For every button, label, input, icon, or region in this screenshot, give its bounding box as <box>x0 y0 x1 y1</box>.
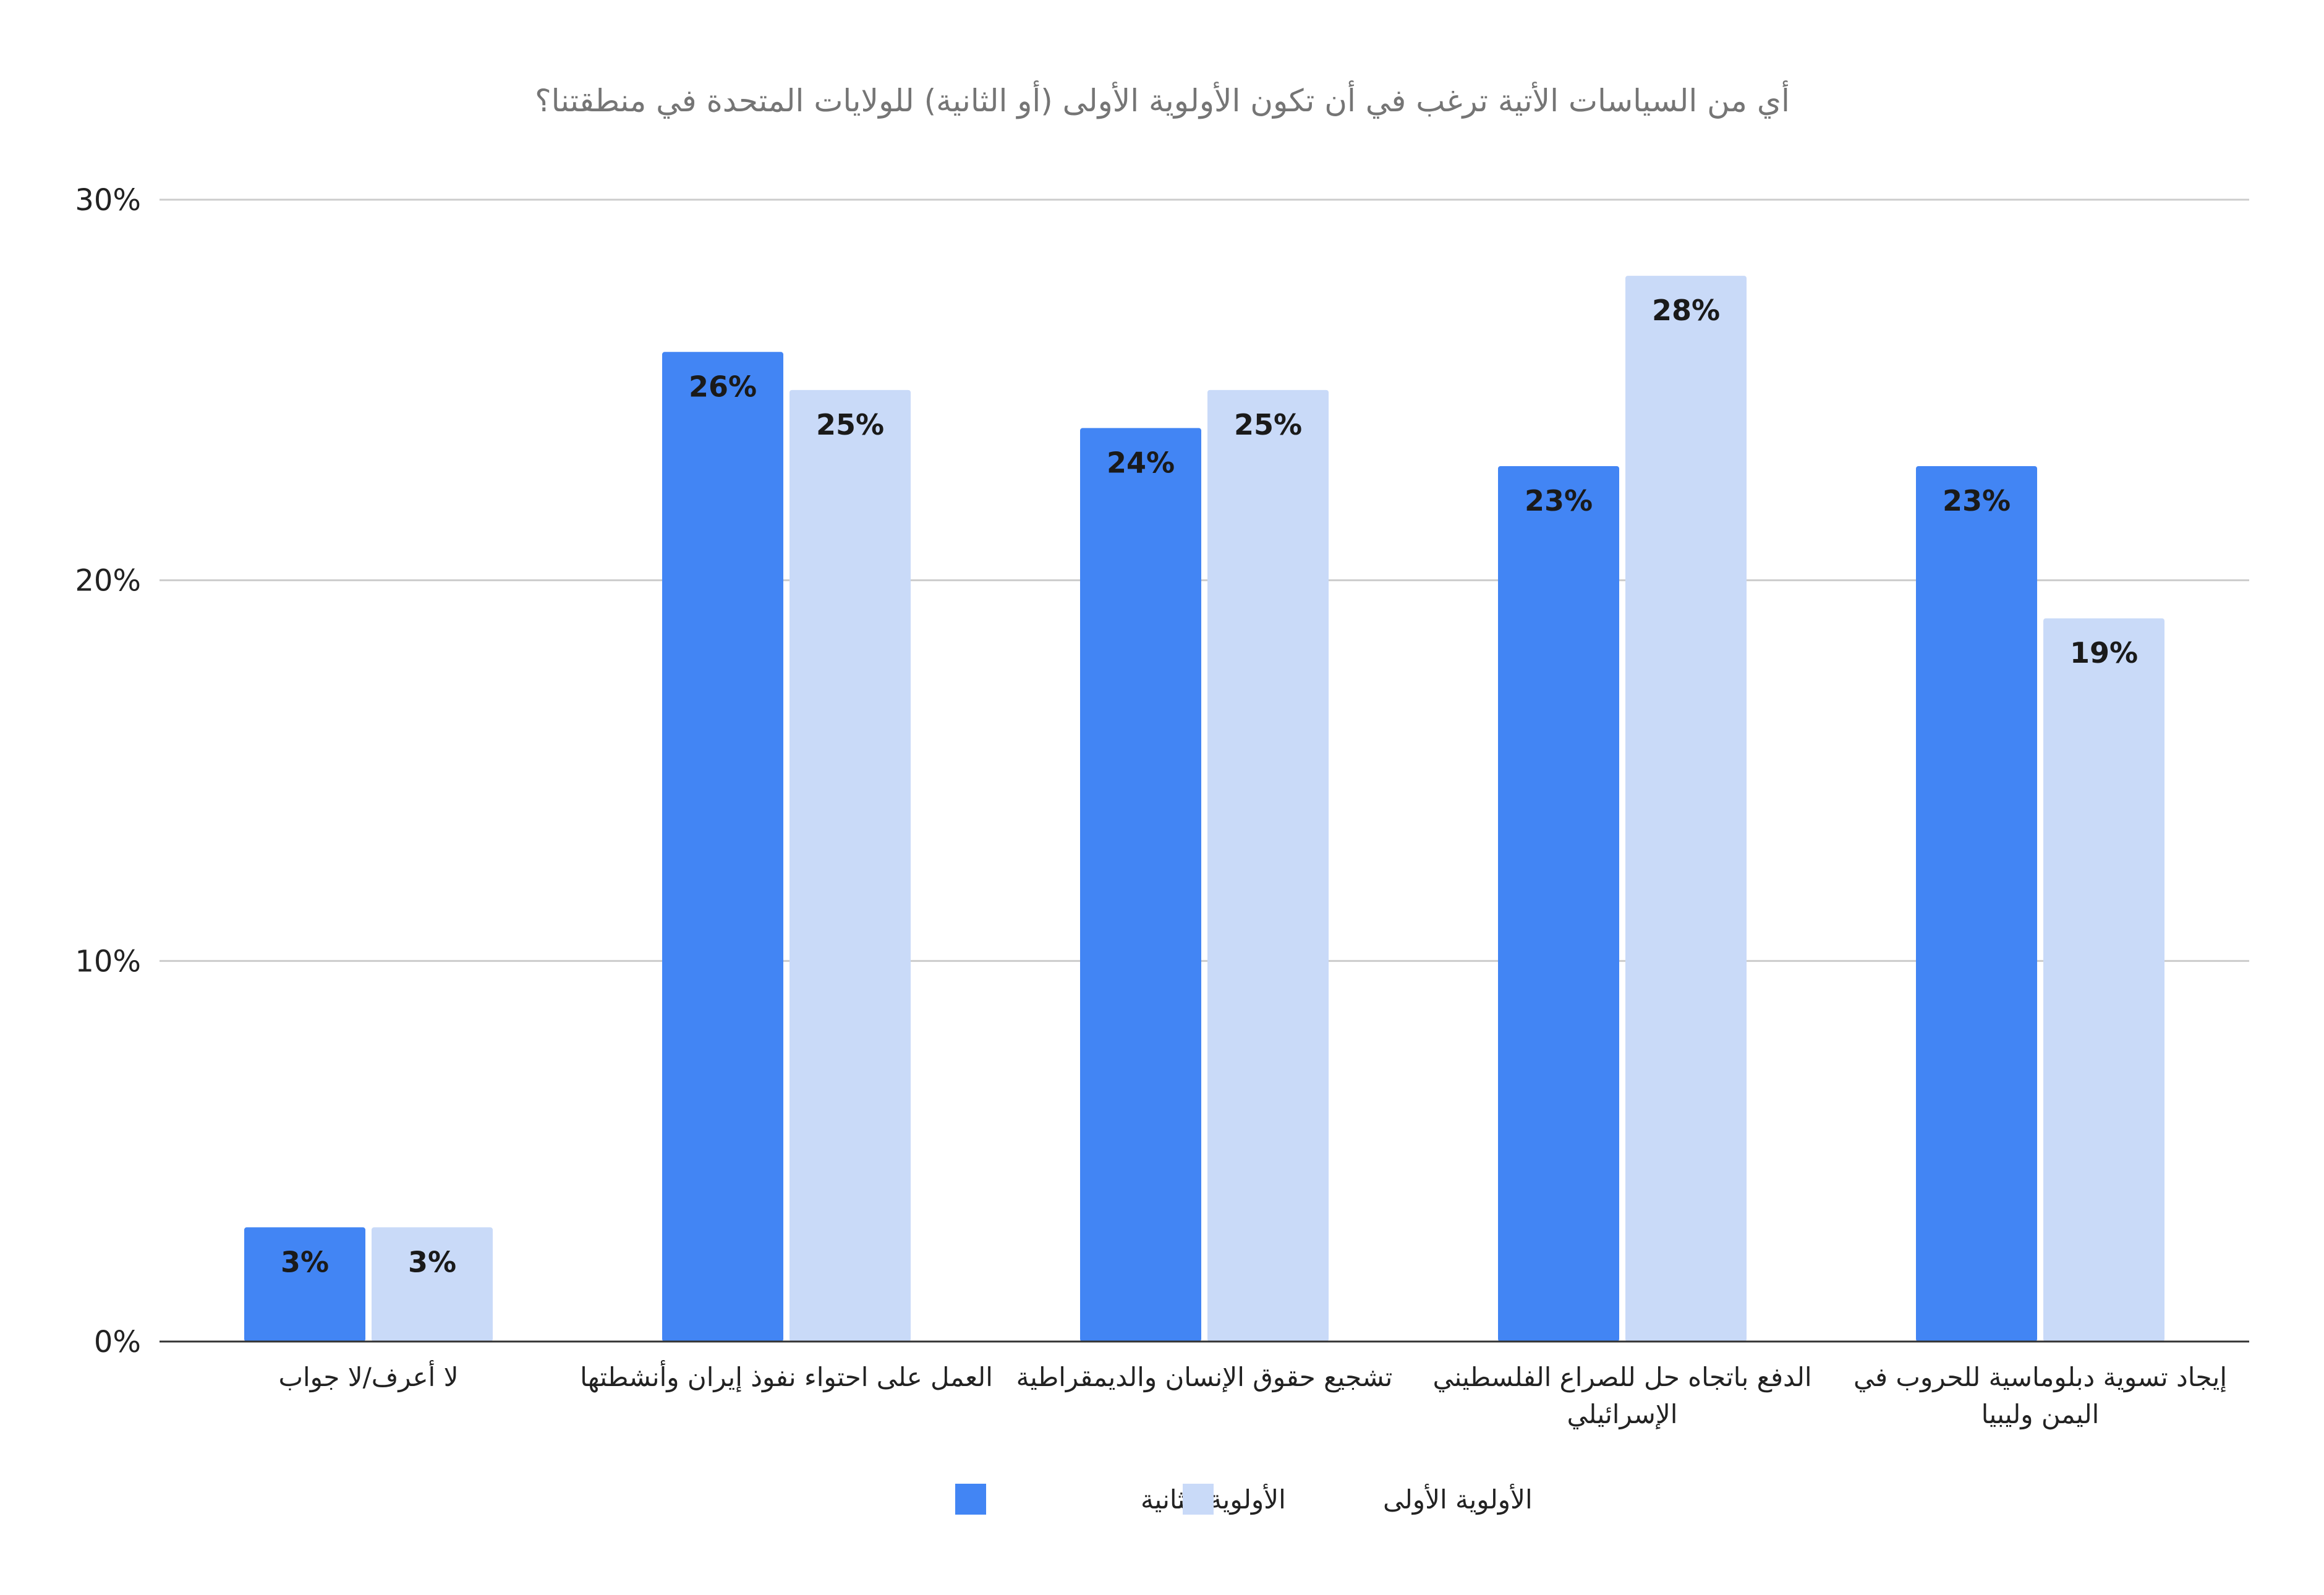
x-category-label: إيجاد تسوية دبلوماسية للحروب في <box>1854 1362 2227 1393</box>
data-label: 23% <box>1943 484 2011 517</box>
data-labels: 3% 3% 26% 25% 24% 25% 23% 28% 23% 19% <box>281 294 2138 1278</box>
x-category-label: العمل على احتواء نفوذ إيران وأنشطتها <box>580 1360 993 1393</box>
y-tick-label: 30% <box>75 183 141 218</box>
bar <box>244 1227 365 1342</box>
chart-title: أي من السياسات الأتية ترغب في أن تكون ال… <box>535 80 1790 119</box>
data-label: 25% <box>816 408 884 441</box>
data-label: 19% <box>2070 636 2138 670</box>
bar <box>1916 466 2037 1342</box>
y-tick-label: 20% <box>75 564 141 598</box>
data-label: 3% <box>408 1245 456 1278</box>
x-category-label: اليمن وليبيا <box>1981 1399 2100 1429</box>
bar <box>1498 466 1619 1342</box>
data-label: 24% <box>1107 446 1175 479</box>
bar <box>2043 618 2164 1342</box>
legend-label: الأولوية الأولى <box>1383 1483 1533 1515</box>
gridlines <box>160 198 2249 962</box>
y-tick-label: 10% <box>75 944 141 979</box>
x-category-label: تشجيع حقوق الإنسان والديمقراطية <box>1016 1362 1393 1393</box>
data-label: 23% <box>1525 484 1593 517</box>
bar <box>790 389 911 1342</box>
bar <box>1625 276 1747 1342</box>
x-category-label: لا أعرف/لا جواب <box>278 1360 458 1392</box>
legend-swatch <box>1183 1484 1214 1515</box>
bars <box>244 276 2164 1342</box>
data-label: 25% <box>1234 408 1302 441</box>
data-label: 28% <box>1652 294 1720 327</box>
x-category-label: الدفع باتجاه حل للصراع الفلسطيني <box>1432 1362 1811 1393</box>
legend-swatch <box>955 1484 986 1515</box>
data-label: 26% <box>689 370 757 403</box>
data-label: 3% <box>281 1245 329 1278</box>
bar <box>372 1227 493 1342</box>
bar <box>1080 428 1201 1342</box>
x-axis-categories: لا أعرف/لا جواب العمل على احتواء نفوذ إير… <box>278 1360 2227 1430</box>
bar <box>662 352 783 1342</box>
x-category-label: الإسرائيلي <box>1567 1399 1678 1430</box>
y-tick-label: 0% <box>94 1325 141 1359</box>
y-axis-ticks: 0% 10% 20% 30% <box>75 183 141 1359</box>
bar <box>1207 389 1329 1342</box>
legend: الأولوية الثانية الأولوية الأولى <box>955 1483 1533 1515</box>
